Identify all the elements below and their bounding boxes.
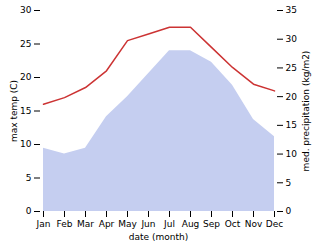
svg-text:20: 20 (286, 92, 298, 102)
svg-text:Mar: Mar (77, 219, 94, 229)
svg-text:5: 5 (26, 173, 32, 183)
svg-text:Nov: Nov (245, 219, 263, 229)
svg-text:Jan: Jan (36, 219, 51, 229)
svg-text:date (month): date (month) (129, 232, 188, 242)
svg-text:max temp (C): max temp (C) (9, 80, 19, 142)
svg-text:May: May (118, 219, 137, 229)
svg-text:15: 15 (20, 106, 31, 116)
svg-text:25: 25 (286, 63, 297, 73)
svg-text:0: 0 (286, 206, 292, 216)
svg-text:Jun: Jun (140, 219, 155, 229)
svg-text:Sep: Sep (203, 219, 220, 229)
svg-text:10: 10 (286, 149, 298, 159)
svg-text:5: 5 (286, 178, 292, 188)
svg-text:10: 10 (20, 139, 32, 149)
svg-text:30: 30 (286, 34, 298, 44)
svg-text:med. precipitation (kg/m2): med. precipitation (kg/m2) (301, 51, 311, 172)
svg-text:Dec: Dec (266, 219, 283, 229)
svg-text:30: 30 (20, 5, 32, 15)
svg-text:Apr: Apr (99, 219, 115, 229)
svg-text:Oct: Oct (225, 219, 241, 229)
svg-text:25: 25 (20, 39, 31, 49)
svg-text:Feb: Feb (57, 219, 73, 229)
svg-text:15: 15 (286, 120, 297, 130)
svg-text:20: 20 (20, 72, 32, 82)
svg-text:0: 0 (26, 206, 32, 216)
svg-text:Aug: Aug (182, 219, 200, 229)
svg-text:Jul: Jul (163, 219, 175, 229)
svg-text:35: 35 (286, 5, 297, 15)
